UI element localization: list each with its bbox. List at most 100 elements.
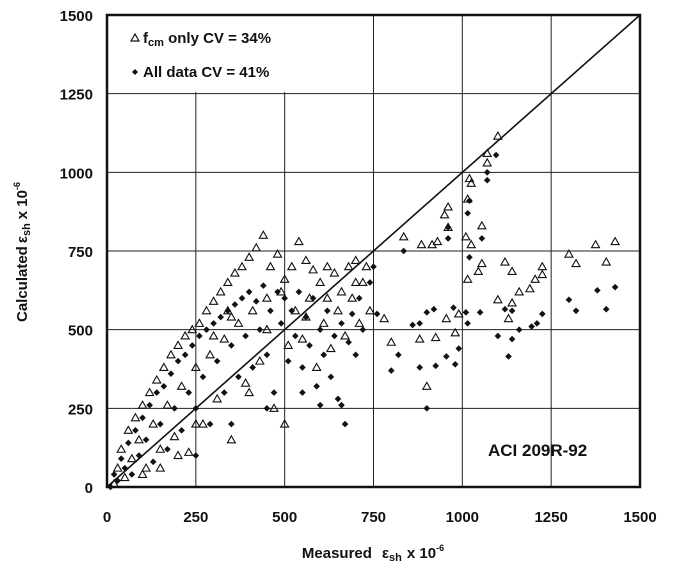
diamond-point — [160, 383, 168, 390]
triangle-point — [190, 362, 201, 371]
legend-label-fcm: fcm only CV = 34% — [143, 30, 271, 49]
triangle-point — [279, 418, 290, 428]
diamond-point — [306, 342, 313, 349]
diamond-point — [450, 304, 457, 311]
triangle-point — [301, 311, 311, 321]
diamond-point — [466, 197, 473, 204]
legend-diamond-marker — [132, 69, 138, 75]
diamond-point — [210, 320, 217, 327]
diamond-point — [483, 176, 491, 184]
triangle-point — [148, 418, 159, 428]
legend-label-all-data: All data CV = 41% — [143, 64, 269, 81]
triangle-point — [325, 343, 336, 353]
triangle-point — [301, 255, 311, 264]
triangle-point — [173, 450, 184, 460]
diamond-point — [430, 305, 438, 313]
triangle-point — [462, 274, 473, 283]
x-tick-labels: 0 250 500 750 1000 1250 1500 — [103, 509, 657, 526]
triangle-point — [343, 261, 354, 271]
diamond-point — [462, 309, 470, 316]
legend: fcm only CV = 34% All data CV = 41% — [129, 30, 271, 81]
diamond-point — [466, 253, 473, 261]
diamond-point — [270, 389, 278, 396]
triangle-point — [279, 274, 290, 283]
diamond-point — [373, 310, 381, 318]
triangle-point — [482, 157, 493, 167]
diamond-point — [231, 301, 239, 308]
triangle-point — [290, 305, 301, 315]
diamond-point — [263, 405, 271, 412]
diamond-point — [478, 235, 486, 242]
triangle-point — [194, 318, 205, 327]
diamond-point — [324, 307, 331, 315]
diamond-point — [213, 357, 221, 365]
diamond-point — [171, 405, 178, 412]
diamond-point — [492, 151, 500, 159]
diamond-point — [572, 307, 580, 315]
y-tick-label: 250 — [68, 401, 93, 418]
diamond-point — [338, 320, 345, 327]
diamond-point — [476, 309, 484, 316]
triangle-point — [261, 293, 272, 302]
triangle-point — [269, 403, 279, 412]
triangle-point — [173, 340, 184, 349]
diamond-point — [299, 389, 306, 396]
diamond-point — [395, 351, 402, 359]
x-tick-label: 250 — [183, 509, 208, 526]
triangle-point — [610, 236, 621, 246]
triangle-point — [361, 261, 372, 271]
triangle-point — [212, 393, 223, 403]
triangle-point — [134, 434, 144, 444]
triangle-point — [226, 434, 237, 444]
diamond-point — [249, 364, 256, 371]
triangle-point — [265, 261, 276, 271]
diamond-point — [494, 332, 502, 340]
triangle-point — [166, 349, 176, 359]
diamond-point — [146, 401, 153, 409]
diamond-point — [295, 288, 303, 296]
triangle-point — [176, 381, 187, 390]
diamond-point — [451, 360, 459, 368]
y-tick-label: 1000 — [60, 165, 93, 182]
triangle-point — [450, 327, 461, 337]
triangle-point — [151, 374, 162, 384]
triangle-point — [137, 469, 148, 478]
annotation-aci-209r-92: ACI 209R-92 — [488, 441, 587, 460]
diamond-point — [416, 320, 423, 327]
diamond-point — [464, 320, 471, 327]
triangle-point — [462, 193, 473, 203]
triangle-point — [322, 261, 333, 271]
diamond-point — [242, 332, 249, 340]
triangle-point — [233, 318, 244, 327]
diamond-point — [538, 310, 546, 318]
diamond-point — [167, 370, 175, 378]
triangle-point — [205, 349, 215, 359]
diamond-point — [359, 326, 367, 333]
diamond-point — [327, 373, 335, 381]
y-axis-label: Calculatedεshx 10-6 — [12, 182, 33, 322]
triangle-point — [476, 220, 487, 230]
diamond-point — [174, 357, 182, 365]
triangle-point — [237, 261, 247, 271]
triangle-point — [222, 305, 233, 315]
triangle-point — [537, 261, 548, 271]
diamond-point — [341, 420, 349, 428]
triangle-point — [379, 313, 390, 323]
diamond-point — [316, 401, 324, 409]
diamond-point — [611, 283, 619, 291]
diamond-point — [263, 351, 271, 359]
x-tick-label: 0 — [103, 509, 111, 526]
y-tick-label: 0 — [85, 480, 93, 497]
diamond-point — [128, 471, 136, 478]
diamond-point — [260, 282, 267, 289]
triangle-point — [272, 249, 283, 258]
triangle-point — [350, 255, 361, 264]
diamond-point — [292, 332, 299, 340]
legend-background — [108, 16, 313, 92]
triangle-point — [322, 293, 333, 302]
triangle-point — [571, 258, 581, 268]
triangle-point — [304, 293, 315, 302]
diamond-point — [409, 321, 416, 329]
diamond-point — [565, 296, 573, 304]
diamond-point — [149, 458, 157, 466]
